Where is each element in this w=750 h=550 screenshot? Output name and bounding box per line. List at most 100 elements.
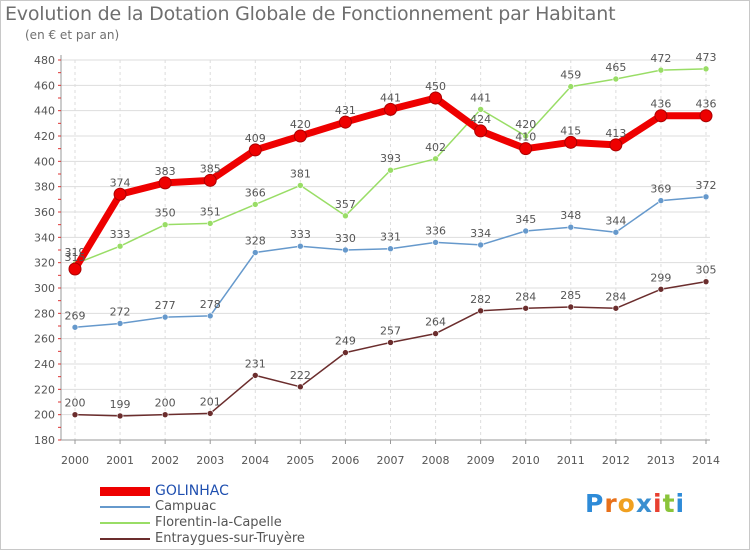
- series-florentin-la-capelle-data-label: 441: [470, 91, 491, 104]
- series-entraygues-sur-truy-re-data-label: 282: [470, 293, 491, 306]
- y-tick-label: 340: [34, 231, 55, 244]
- series-campuac-data-label: 330: [335, 232, 356, 245]
- series-campuac-point: [71, 323, 79, 331]
- series-entraygues-sur-truy-re-point: [297, 383, 304, 391]
- series-florentin-la-capelle-point: [161, 221, 169, 228]
- legend-label: Entraygues-sur-Truyère: [155, 531, 305, 546]
- series-entraygues-sur-truy-re-data-label: 222: [290, 369, 311, 382]
- series-entraygues-sur-truy-re-data-label: 299: [650, 271, 671, 284]
- x-tick-label: 2010: [512, 454, 540, 467]
- series-entraygues-sur-truy-re-point: [522, 304, 530, 312]
- series-florentin-la-capelle-point: [657, 66, 665, 74]
- x-tick-label: 2012: [602, 454, 630, 467]
- series-golinhac-point: [564, 135, 578, 149]
- series-entraygues-sur-truy-re-data-label: 264: [425, 316, 446, 329]
- series-golinhac-data-label: 413: [605, 127, 626, 140]
- series-campuac-data-label: 328: [245, 235, 266, 248]
- series-golinhac-point: [429, 91, 443, 105]
- series-florentin-la-capelle-point: [251, 201, 259, 208]
- legend-swatch: [100, 506, 150, 508]
- series-golinhac-data-label: 409: [245, 132, 266, 145]
- y-tick-label: 240: [34, 358, 55, 371]
- series-entraygues-sur-truy-re-point: [432, 330, 439, 337]
- series-campuac-data-label: 269: [65, 309, 86, 322]
- x-tick-label: 2005: [286, 454, 314, 467]
- series-campuac-point: [567, 223, 575, 231]
- series-entraygues-sur-truy-re-data-label: 201: [200, 395, 221, 408]
- series-golinhac-point: [68, 262, 82, 276]
- series-florentin-la-capelle-data-label: 472: [650, 52, 671, 65]
- y-tick-label: 480: [34, 54, 55, 67]
- logo-letter: o: [617, 489, 636, 518]
- y-tick-label: 400: [34, 155, 55, 168]
- x-tick-label: 2002: [151, 454, 179, 467]
- series-entraygues-sur-truy-re-point: [342, 349, 349, 356]
- chart-subtitle: (en € et par an): [25, 28, 120, 42]
- series-golinhac-point: [609, 138, 623, 152]
- y-tick-label: 360: [34, 206, 55, 219]
- series-campuac-point: [387, 245, 394, 253]
- series-florentin-la-capelle-data-label: 473: [696, 51, 717, 64]
- series-entraygues-sur-truy-re-data-label: 200: [155, 397, 176, 410]
- series-golinhac-data-label: 431: [335, 104, 356, 117]
- series-campuac-data-label: 369: [650, 183, 671, 196]
- legend-label: Campuac: [155, 499, 217, 514]
- series-entraygues-sur-truy-re-data-label: 231: [245, 357, 266, 370]
- y-tick-label: 460: [34, 79, 55, 92]
- legend-label: Florentin-la-Capelle: [155, 515, 282, 530]
- series-entraygues-sur-truy-re-point: [387, 339, 394, 346]
- series-florentin-la-capelle-point: [477, 106, 484, 113]
- x-tick-label: 2003: [196, 454, 224, 467]
- series-campuac-point: [297, 242, 304, 250]
- series-florentin-la-capelle-point: [522, 132, 530, 140]
- series-golinhac-data-label: 436: [650, 98, 671, 111]
- series-campuac-point: [522, 227, 530, 235]
- series-golinhac-point: [293, 129, 307, 143]
- series-campuac-data-label: 345: [515, 213, 536, 226]
- x-tick-label: 2011: [557, 454, 585, 467]
- series-golinhac-point: [384, 102, 397, 116]
- series-campuac-data-label: 272: [110, 305, 131, 318]
- y-tick-label: 320: [34, 257, 55, 270]
- x-tick-label: 2004: [241, 454, 269, 467]
- series-golinhac-data-label: 441: [380, 91, 401, 104]
- series-entraygues-sur-truy-re-point: [702, 278, 710, 285]
- series-entraygues-sur-truy-re-data-label: 284: [605, 290, 626, 303]
- series-golinhac-data-label: 415: [560, 124, 581, 137]
- series-campuac-data-label: 348: [560, 209, 581, 222]
- y-tick-label: 220: [34, 383, 55, 396]
- series-campuac-point: [657, 197, 665, 204]
- legend-swatch: [100, 487, 150, 496]
- proxiti-logo: Proxiti: [585, 489, 685, 518]
- legend-swatch: [100, 522, 150, 524]
- series-florentin-la-capelle-point: [206, 220, 214, 227]
- series-entraygues-sur-truy-re-point: [206, 410, 214, 417]
- series-entraygues-sur-truy-re-point: [477, 307, 484, 315]
- legend-label: GOLINHAC: [155, 483, 229, 499]
- series-golinhac-data-label: 315: [65, 251, 86, 264]
- series-florentin-la-capelle-data-label: 402: [425, 141, 446, 154]
- logo-letter: P: [585, 489, 605, 518]
- series-golinhac-point: [474, 124, 488, 138]
- series-golinhac-point: [158, 176, 172, 190]
- series-golinhac-data-label: 374: [110, 176, 131, 189]
- series-florentin-la-capelle-data-label: 393: [380, 152, 401, 165]
- series-campuac-data-label: 334: [470, 227, 491, 240]
- series-entraygues-sur-truy-re-data-label: 285: [560, 289, 581, 302]
- series-florentin-la-capelle-data-label: 465: [605, 61, 626, 74]
- x-tick-label: 2013: [647, 454, 675, 467]
- series-florentin-la-capelle-point: [612, 75, 620, 83]
- series-golinhac-data-label: 420: [290, 118, 311, 131]
- series-entraygues-sur-truy-re-data-label: 200: [65, 397, 86, 410]
- series-golinhac-data-label: 383: [155, 165, 176, 178]
- series-florentin-la-capelle-data-label: 381: [290, 167, 311, 180]
- series-florentin-la-capelle-data-label: 357: [335, 198, 356, 211]
- series-golinhac-data-label: 450: [425, 80, 446, 93]
- series-florentin-la-capelle-point: [342, 212, 349, 220]
- series-golinhac-point: [248, 143, 262, 157]
- logo-letter: x: [635, 489, 653, 518]
- series-golinhac-data-label: 424: [470, 113, 491, 126]
- series-golinhac-data-label: 436: [696, 98, 717, 111]
- series-golinhac-data-label: 410: [515, 131, 536, 144]
